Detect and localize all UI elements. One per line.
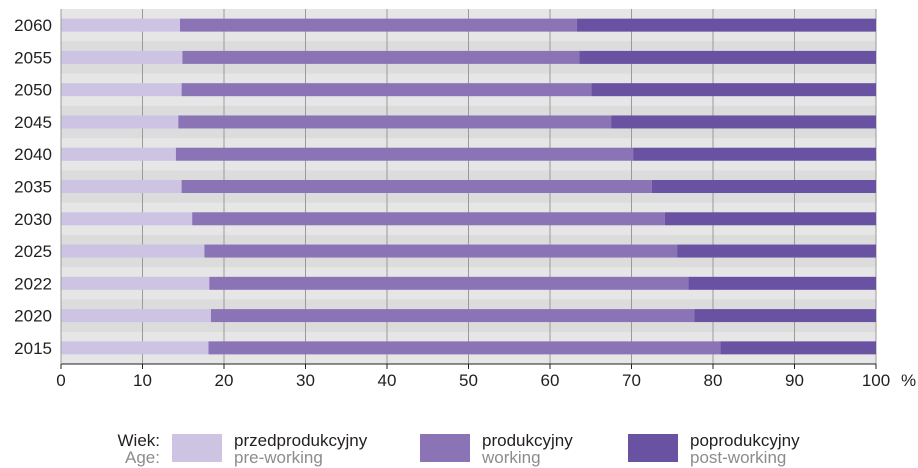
bar-segment — [61, 212, 193, 226]
y-tick-label: 2015 — [14, 339, 52, 358]
legend-swatch-pre-working — [172, 434, 222, 462]
bar-segment — [611, 115, 876, 129]
bar-segment — [178, 115, 612, 129]
bars — [61, 18, 876, 355]
legend-swatch-working — [420, 434, 470, 462]
bar-segment — [579, 50, 876, 64]
bar-segment — [61, 83, 182, 97]
y-tick-label: 2035 — [14, 178, 52, 197]
bar-segment — [720, 341, 876, 355]
bar-segment — [61, 18, 180, 32]
x-tick-label: 40 — [378, 371, 397, 390]
y-tick-label: 2025 — [14, 242, 52, 261]
bar-segment — [61, 341, 209, 355]
bar-segment — [591, 83, 876, 97]
bar-segment — [179, 18, 577, 32]
x-tick-label: 100 — [862, 371, 890, 390]
legend-label-en: pre-working — [234, 448, 323, 467]
y-tick-labels: 2060 2055 2050 2045 2040 2035 2030 2025 2022 2020… — [14, 16, 52, 358]
bar-segment — [61, 115, 179, 129]
legend-text-working: produkcyjny working — [482, 432, 573, 466]
y-tick-label: 2022 — [14, 274, 52, 293]
y-tick-label: 2055 — [14, 48, 52, 67]
x-unit-label: % — [901, 371, 916, 390]
bar-segment — [61, 276, 210, 290]
legend-label-pl: produkcyjny — [482, 431, 573, 450]
y-tick-label: 2030 — [14, 210, 52, 229]
bar-segment — [61, 309, 211, 323]
legend-text-pre-working: przedprodukcyjny pre-working — [234, 432, 367, 466]
legend-title-pl: Wiek: — [117, 431, 161, 450]
y-tick-label: 2040 — [14, 145, 52, 164]
bar-segment — [181, 83, 592, 97]
bar-segment — [208, 341, 721, 355]
bar-segment — [182, 50, 580, 64]
x-tick-label: 0 — [56, 371, 65, 390]
y-tick-label: 2060 — [14, 16, 52, 35]
legend-label-en: post-working — [690, 448, 787, 467]
bar-segment — [688, 276, 876, 290]
legend: Wiek: Age: przedprodukcyjny pre-working … — [0, 430, 918, 468]
stacked-bar-chart: 2060205520502045204020352030202520222020… — [14, 9, 916, 390]
x-tick-label: 70 — [622, 371, 641, 390]
y-tick-label: 2020 — [14, 307, 52, 326]
x-tick-label: 20 — [215, 371, 234, 390]
legend-swatch-post-working — [628, 434, 678, 462]
x-tick-label: 50 — [459, 371, 478, 390]
bar-segment — [576, 18, 876, 32]
legend-title: Wiek: Age: — [110, 431, 161, 467]
bar-segment — [192, 212, 665, 226]
x-tick-label: 10 — [133, 371, 152, 390]
y-tick-label: 2045 — [14, 113, 52, 132]
bar-segment — [677, 244, 876, 258]
bar-segment — [61, 244, 205, 258]
bar-segment — [210, 309, 695, 323]
legend-title-en: Age: — [125, 448, 160, 467]
x-tick-label: 30 — [296, 371, 315, 390]
x-tick-label: 80 — [704, 371, 723, 390]
legend-label-pl: poprodukcyjny — [690, 431, 800, 450]
bar-segment — [204, 244, 678, 258]
legend-label-en: working — [482, 448, 541, 467]
y-tick-label: 2050 — [14, 81, 52, 100]
bar-segment — [209, 276, 689, 290]
legend-label-pl: przedprodukcyjny — [234, 431, 368, 450]
bar-segment — [633, 147, 876, 161]
bar-segment — [61, 180, 182, 193]
x-tick-label: 60 — [541, 371, 560, 390]
bar-segment — [61, 147, 176, 161]
bar-segment — [694, 309, 876, 323]
x-axis: 0 10 20 30 40 50 60 70 80 90 100% — [56, 9, 916, 390]
bar-segment — [61, 50, 183, 64]
bar-segment — [651, 180, 876, 193]
legend-text-post-working: poprodukcyjny post-working — [690, 432, 800, 466]
x-tick-label: 90 — [785, 371, 804, 390]
bar-segment — [664, 212, 876, 226]
bar-segment — [181, 180, 652, 193]
bar-segment — [175, 147, 634, 161]
